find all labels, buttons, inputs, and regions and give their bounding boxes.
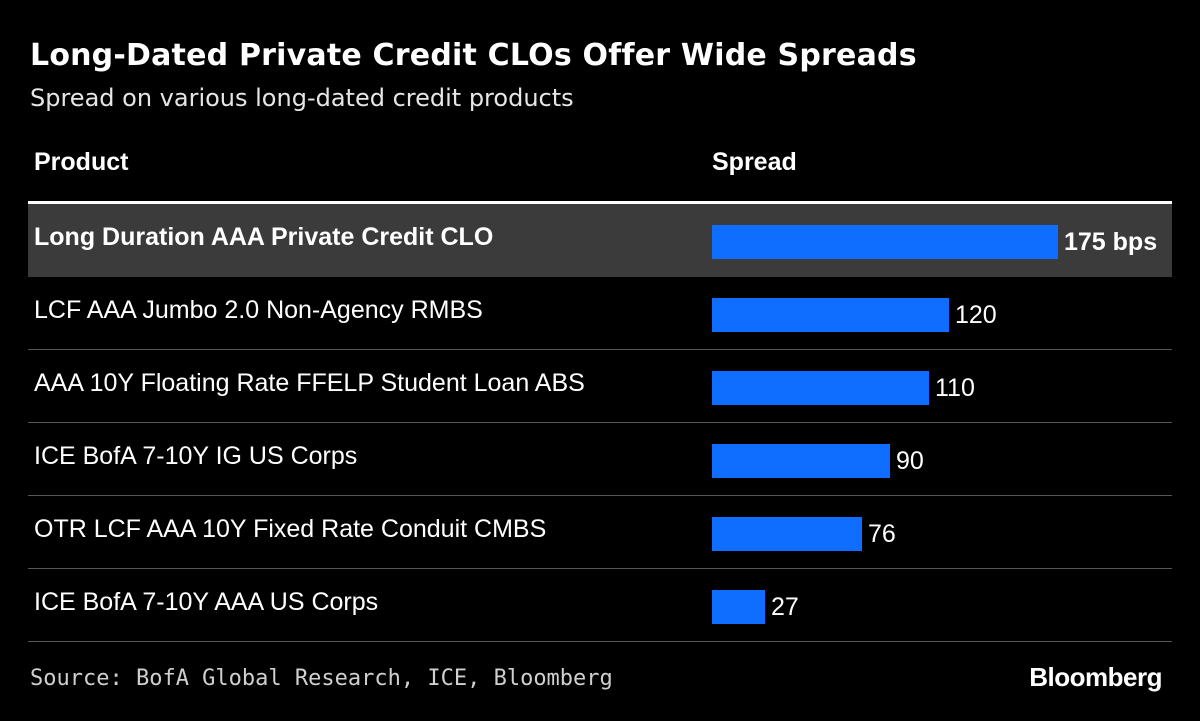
spread-bar xyxy=(712,298,949,332)
table-row: OTR LCF AAA 10Y Fixed Rate Conduit CMBS 7… xyxy=(28,496,1172,569)
product-label: AAA 10Y Floating Rate FFELP Student Loan… xyxy=(34,369,585,397)
chart-title: Long-Dated Private Credit CLOs Offer Wid… xyxy=(30,38,917,73)
product-label: Long Duration AAA Private Credit CLO xyxy=(34,223,494,251)
spread-bar xyxy=(712,371,929,405)
product-label: OTR LCF AAA 10Y Fixed Rate Conduit CMBS xyxy=(34,515,547,543)
column-header-spread: Spread xyxy=(712,148,797,176)
spread-value-label: 175 bps xyxy=(1064,228,1158,256)
table-row: ICE BofA 7-10Y IG US Corps 90 xyxy=(28,423,1172,496)
table-row: LCF AAA Jumbo 2.0 Non-Agency RMBS 120 xyxy=(28,277,1172,350)
table-row: Long Duration AAA Private Credit CLO 175 … xyxy=(28,204,1172,277)
spread-value-label: 27 xyxy=(771,593,799,621)
table-row: AAA 10Y Floating Rate FFELP Student Loan… xyxy=(28,350,1172,423)
column-header-product: Product xyxy=(34,148,129,176)
spread-bar xyxy=(712,444,890,478)
spread-value-label: 90 xyxy=(896,447,924,475)
spread-bar xyxy=(712,225,1058,259)
header-divider xyxy=(28,201,1172,204)
table-row: ICE BofA 7-10Y AAA US Corps 27 xyxy=(28,569,1172,642)
spread-value-label: 120 xyxy=(955,301,997,329)
bloomberg-logo: Bloomberg xyxy=(1029,662,1162,692)
spread-value-label: 76 xyxy=(868,520,896,548)
source-note: Source: BofA Global Research, ICE, Bloom… xyxy=(30,666,613,691)
chart-subtitle: Spread on various long-dated credit prod… xyxy=(30,84,574,112)
spread-bar xyxy=(712,517,862,551)
spread-bar xyxy=(712,590,765,624)
product-label: LCF AAA Jumbo 2.0 Non-Agency RMBS xyxy=(34,296,483,324)
product-label: ICE BofA 7-10Y AAA US Corps xyxy=(34,588,379,616)
product-label: ICE BofA 7-10Y IG US Corps xyxy=(34,442,358,470)
spread-value-label: 110 xyxy=(935,374,975,402)
bar-table: Long Duration AAA Private Credit CLO 175 … xyxy=(28,204,1172,642)
